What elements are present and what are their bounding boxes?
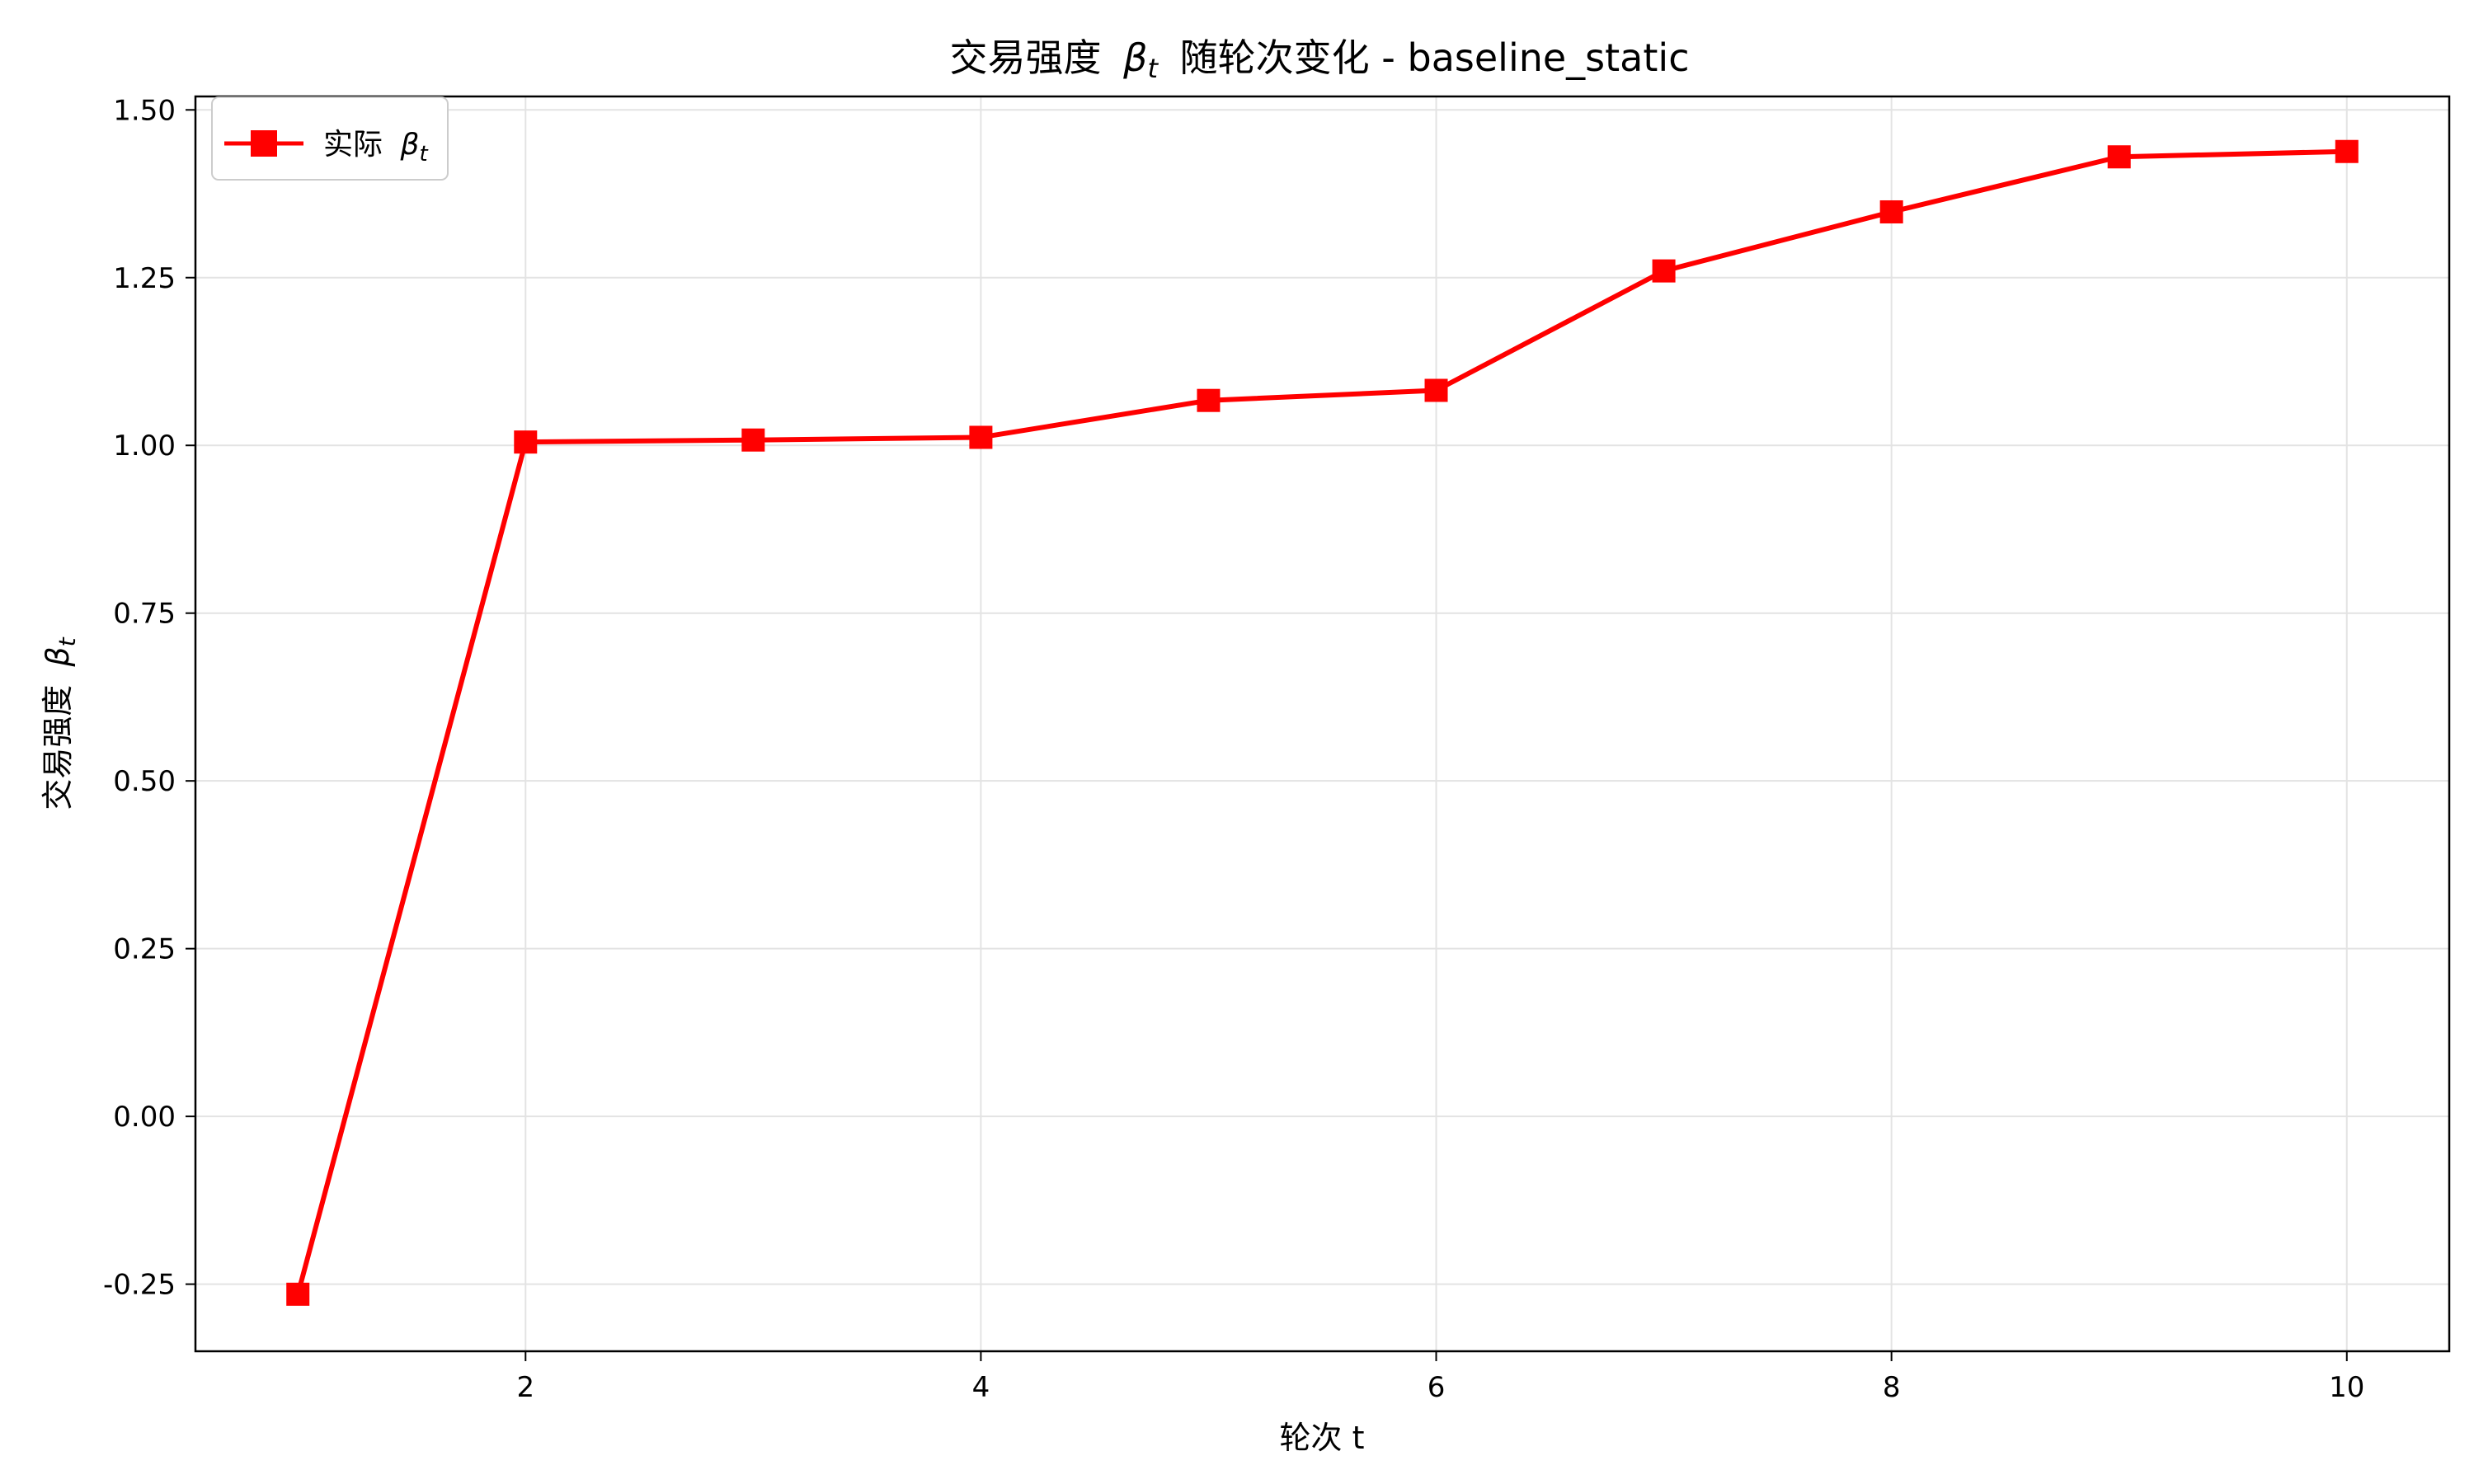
grid-lines [195,96,2449,1351]
ylabel-beta: β [40,646,76,667]
y-tick-label: 1.50 [113,94,176,127]
data-point-marker [1652,259,1676,283]
ylabel-main: 交易强度 [40,685,76,810]
data-point-marker [1879,200,1903,223]
legend-marker-sample [251,130,277,157]
legend-entry: 实际 βt [323,128,428,167]
series-line [295,148,2347,1295]
legend-beta: β [399,128,419,162]
chart-title: 交易强度 βt 随轮次变化 - baseline_static [950,35,1690,87]
y-tick-label: -0.25 [103,1269,176,1302]
title-main: 交易强度 [950,35,1102,80]
y-tick-label: 0.25 [113,933,176,966]
y-tick-label: 1.00 [113,430,176,463]
x-tick-label: 4 [972,1371,990,1404]
x-tick-label: 8 [1883,1371,1901,1404]
data-point-marker [1424,378,1448,402]
data-point-marker [286,1282,310,1306]
series-layer [286,139,2359,1306]
x-tick-label: 2 [516,1371,534,1404]
y-tick-label: 0.75 [113,598,176,631]
legend-sub: t [419,142,428,167]
data-point-marker [741,428,765,452]
data-point-marker [969,425,993,449]
x-tick-label: 6 [1427,1371,1446,1404]
plot-area-frame [194,95,2451,1353]
legend-box [211,96,449,181]
y-axis: -0.25 0.00 0.25 0.50 0.75 1.00 1.25 1.50 [103,94,195,1302]
data-point-marker [2335,139,2359,163]
data-point-marker [1197,388,1221,412]
x-tick-label: 10 [2329,1371,2364,1404]
ylabel-sub: t [54,636,81,646]
y-tick-label: 1.25 [113,262,176,295]
y-tick-label: 0.50 [113,765,176,798]
y-axis-label: 交易强度 βt [40,636,81,810]
legend: 实际 βt [211,96,449,181]
title-beta: β [1122,35,1147,80]
legend-main: 实际 [323,128,383,162]
data-point-marker [514,430,538,454]
data-point-marker [2107,145,2131,169]
y-tick-label: 0.00 [113,1101,176,1134]
x-axis: 2 4 6 8 10 [516,1351,2364,1404]
title-sub: t [1148,53,1159,84]
x-axis-label: 轮次 t [1280,1420,1365,1456]
title-rest: 随轮次变化 - baseline_static [1180,35,1690,80]
